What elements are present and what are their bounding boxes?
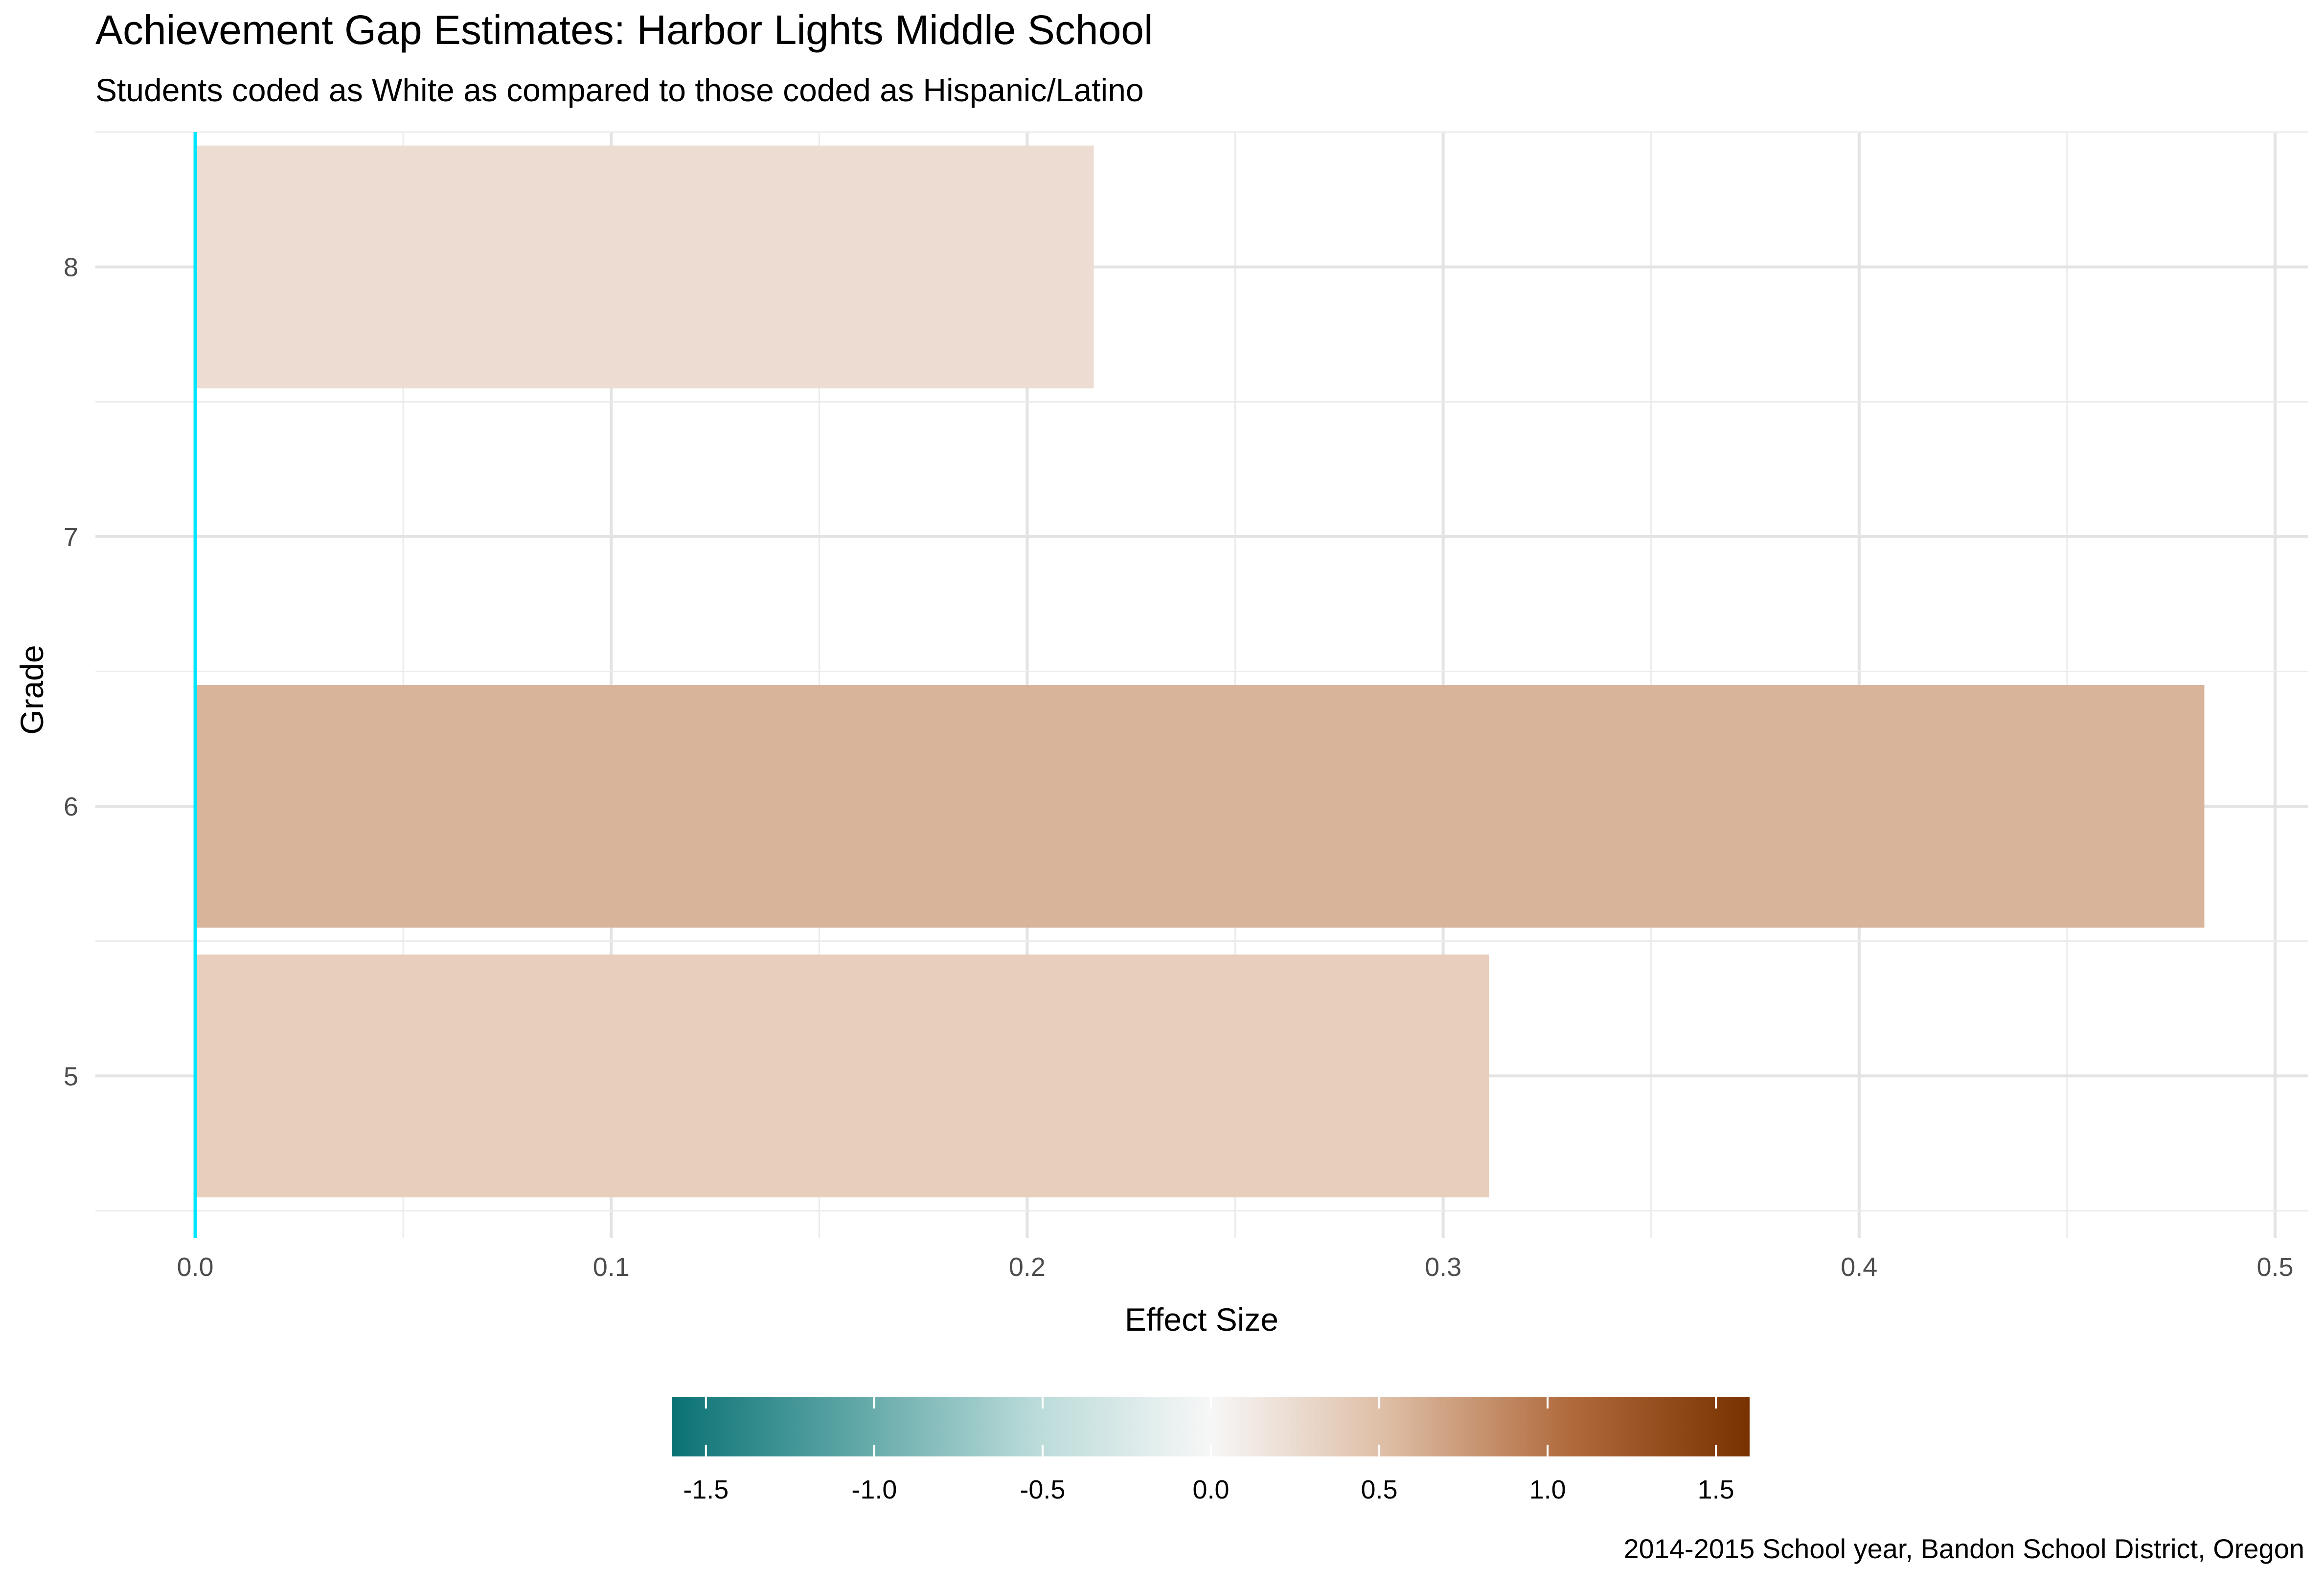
legend-tick-label: -1.5: [683, 1475, 729, 1504]
chart-title: Achievement Gap Estimates: Harbor Lights…: [95, 7, 1153, 53]
x-tick-label: 0.0: [177, 1252, 214, 1282]
legend-tick-label: -0.5: [1020, 1475, 1065, 1504]
chart-caption: 2014-2015 School year, Bandon School Dis…: [1623, 1533, 2304, 1564]
y-tick-label: 7: [64, 522, 78, 552]
legend-tick-label: 0.5: [1361, 1475, 1398, 1504]
x-axis-label: Effect Size: [1125, 1301, 1278, 1338]
bars-layer: [195, 145, 2205, 1198]
bar-grade-6: [195, 685, 2205, 928]
y-tick-label: 8: [64, 253, 78, 282]
legend-tick-label: 1.5: [1698, 1475, 1734, 1504]
legend-tick-label: -1.0: [851, 1475, 897, 1504]
y-axis-label: Grade: [14, 645, 50, 734]
y-tick-label: 6: [64, 792, 78, 821]
x-tick-label: 0.2: [1009, 1252, 1046, 1282]
legend-tick-label: 1.0: [1529, 1475, 1566, 1504]
x-axis-ticks: 0.0 0.1 0.2 0.3 0.4 0.5: [177, 1252, 2294, 1282]
bar-grade-5: [195, 954, 1489, 1198]
chart-subtitle: Students coded as White as compared to t…: [95, 72, 1144, 108]
x-tick-label: 0.5: [2256, 1252, 2293, 1282]
color-legend: -1.5 -1.0 -0.5 0.0 0.5 1.0 1.5: [672, 1397, 1750, 1504]
y-tick-label: 5: [64, 1062, 78, 1091]
legend-ticks: -1.5 -1.0 -0.5 0.0 0.5 1.0 1.5: [683, 1397, 1734, 1504]
x-tick-label: 0.4: [1841, 1252, 1877, 1282]
legend-tick-label: 0.0: [1192, 1475, 1229, 1504]
x-tick-label: 0.3: [1425, 1252, 1461, 1282]
y-axis-ticks: 5 6 7 8: [64, 253, 78, 1091]
bar-grade-8: [195, 145, 1094, 388]
x-tick-label: 0.1: [593, 1252, 630, 1282]
